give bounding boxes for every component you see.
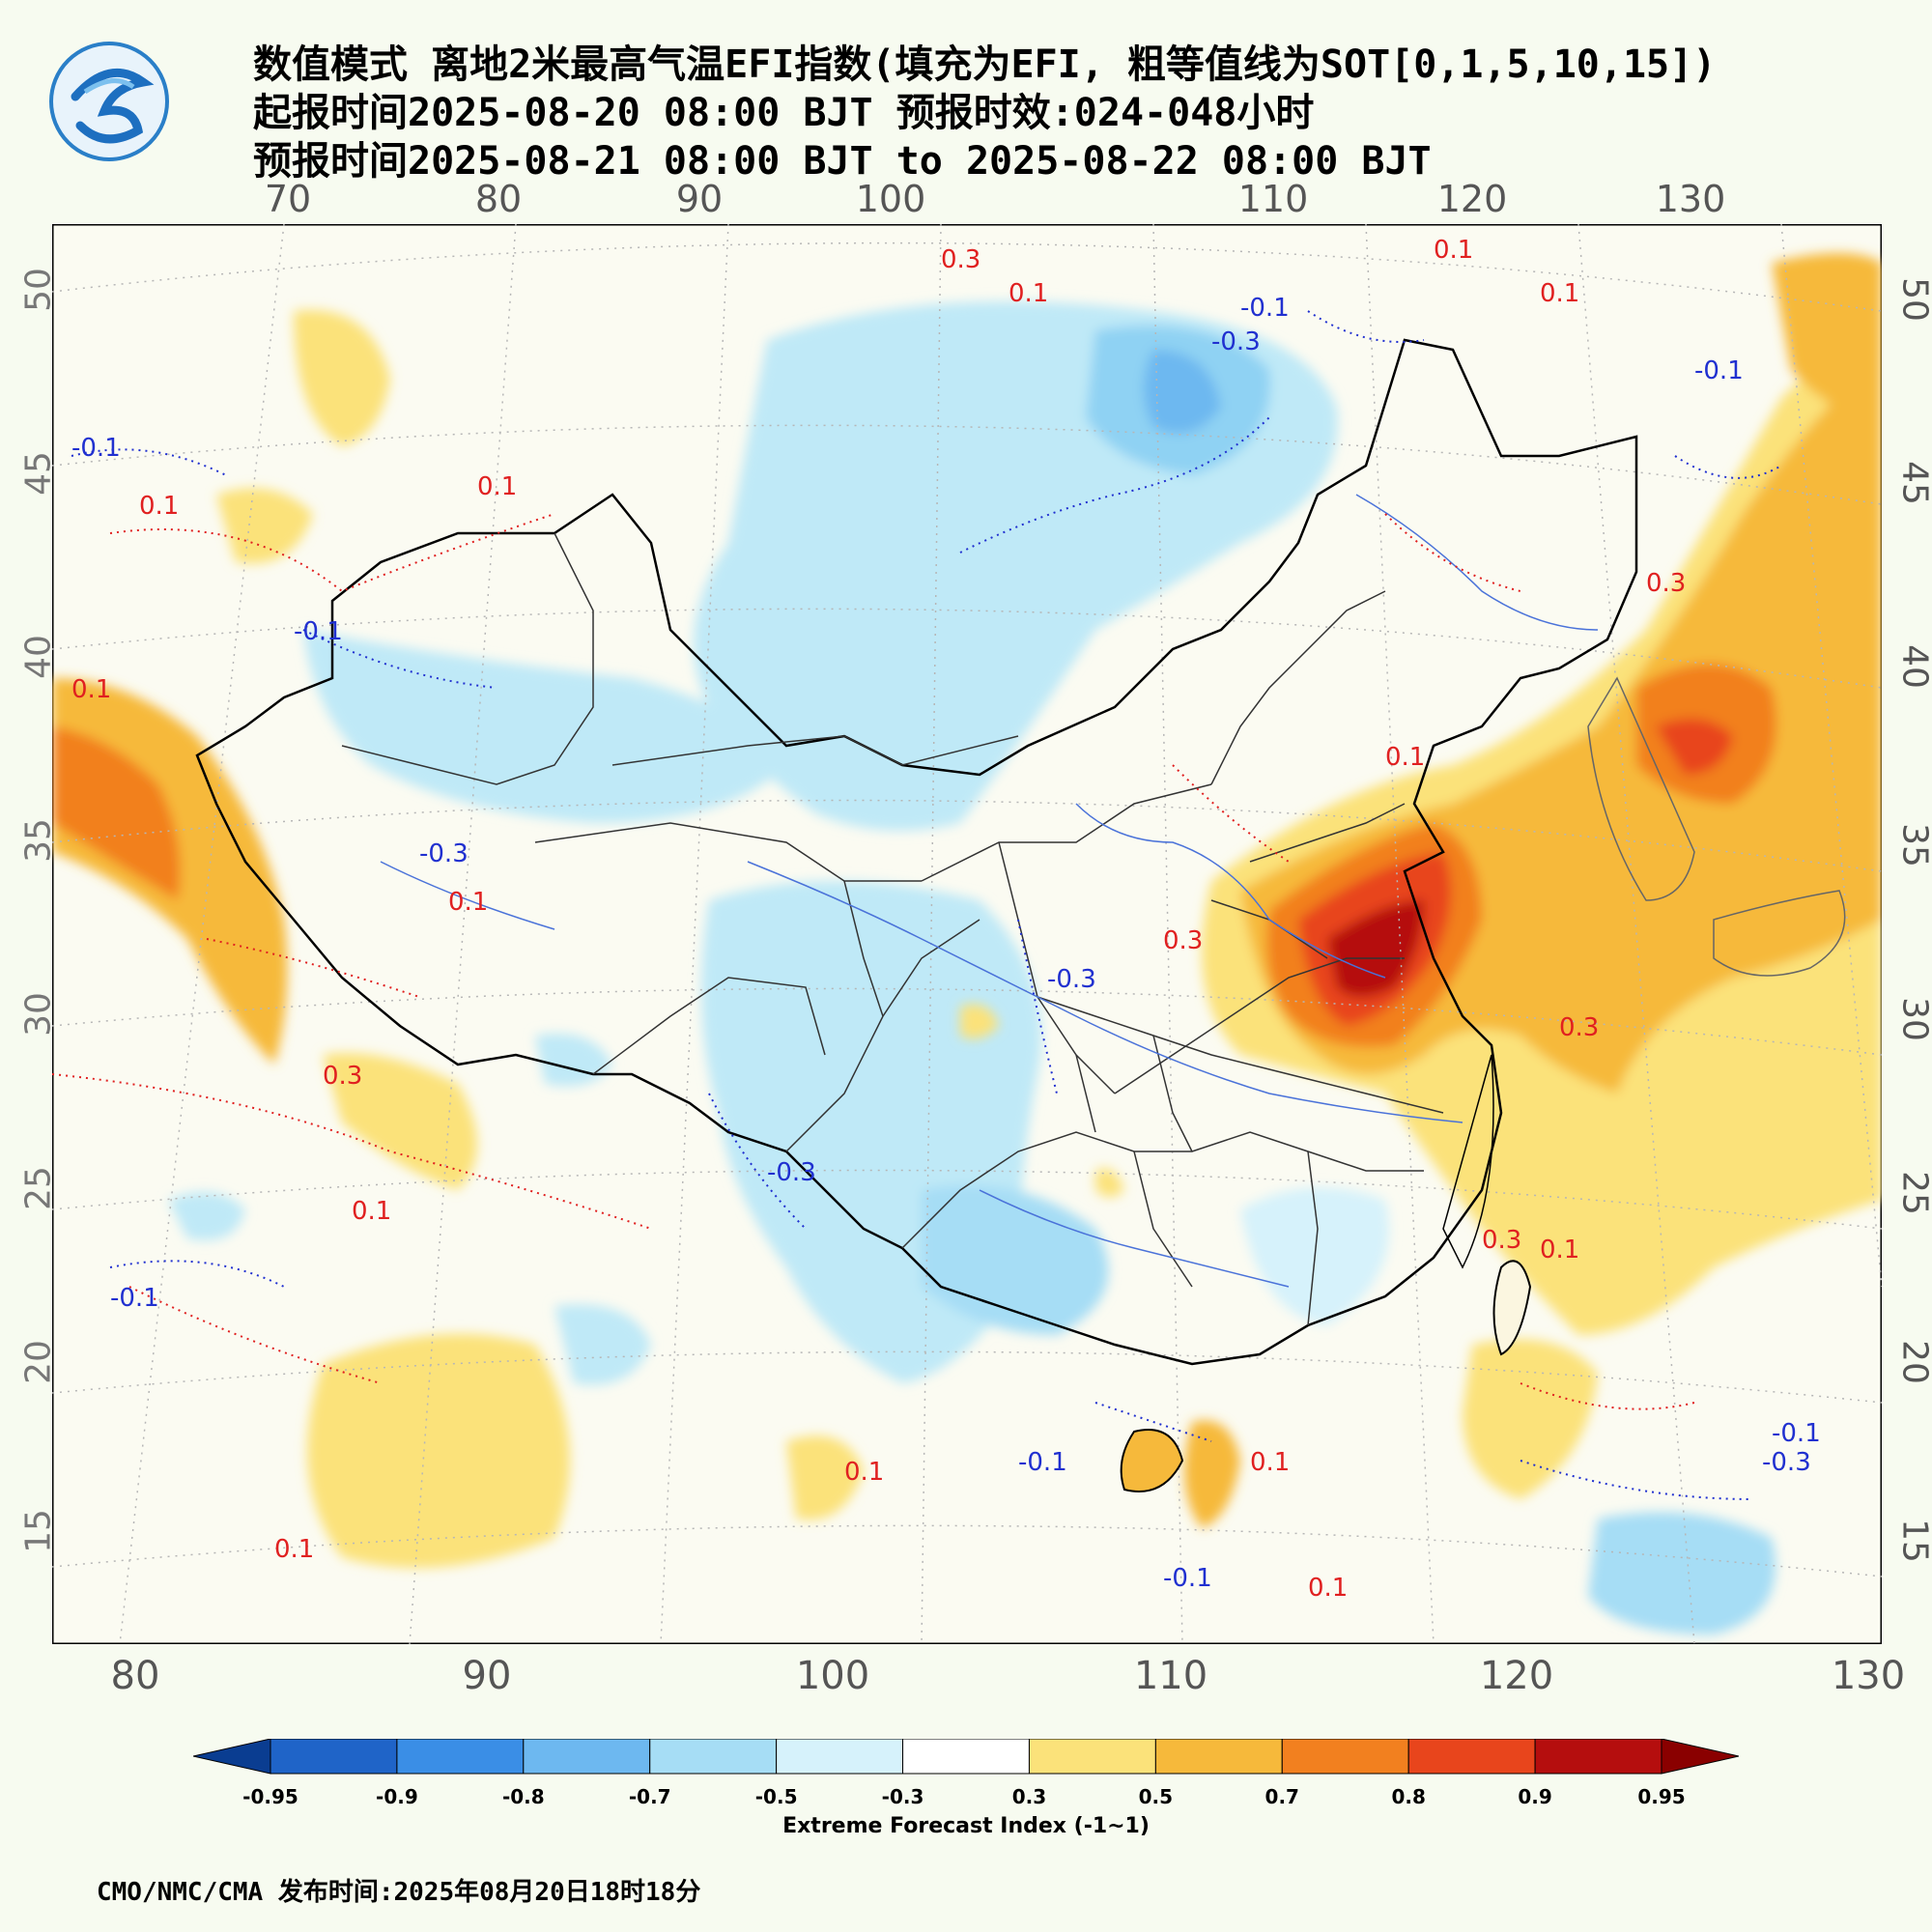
lon-top-label: 80 <box>474 178 523 220</box>
graticule <box>52 224 1882 1644</box>
positive-efi-areas <box>52 253 1882 1569</box>
lon-top-label: 130 <box>1655 178 1726 220</box>
colorbar-swatch <box>270 1739 398 1775</box>
lon-bottom-label: 110 <box>1133 1654 1208 1698</box>
contour-label: -0.3 <box>1211 327 1261 356</box>
colorbar-title: Extreme Forecast Index (-1~1) <box>782 1814 1150 1838</box>
colorbar-tick-label: -0.7 <box>628 1785 671 1808</box>
contour-label: 0.1 <box>1540 1236 1579 1264</box>
contour-label: -0.3 <box>1762 1448 1811 1477</box>
colorbar-tick-label: 0.7 <box>1264 1785 1299 1808</box>
colorbar-tick-label: 0.95 <box>1637 1785 1686 1808</box>
colorbar-swatch <box>1154 1739 1283 1775</box>
cma-logo-icon <box>49 42 169 161</box>
lat-right-label: 30 <box>1894 997 1932 1041</box>
colorbar-swatch <box>776 1739 904 1775</box>
colorbar-tick-label: -0.95 <box>242 1785 298 1808</box>
lat-right-label: 45 <box>1894 461 1932 505</box>
contour-label: 0.3 <box>1482 1226 1521 1255</box>
colorbar-tick-label: -0.3 <box>881 1785 924 1808</box>
lon-top-label: 70 <box>264 178 312 220</box>
lat-right-label: 25 <box>1894 1171 1932 1215</box>
contour-label: 0.3 <box>1163 926 1203 955</box>
contour-label: -0.3 <box>419 839 469 868</box>
lat-right-label: 40 <box>1894 644 1932 689</box>
colorbar-tick-label: 0.9 <box>1518 1785 1552 1808</box>
colorbar-tick-label: 0.5 <box>1138 1785 1174 1808</box>
colorbar <box>193 1739 1739 1775</box>
contour-label: -0.1 <box>1018 1448 1067 1477</box>
contour-label: 0.3 <box>941 245 980 274</box>
contour-label: -0.1 <box>1694 356 1744 385</box>
colorbar-tick-label: -0.8 <box>501 1785 545 1808</box>
lon-bottom-label: 130 <box>1831 1654 1906 1698</box>
lon-bottom-label: 90 <box>462 1654 512 1698</box>
contour-label: -0.3 <box>767 1158 816 1187</box>
contour-label: -0.1 <box>71 434 121 463</box>
publish-info: CMO/NMC/CMA 发布时间:2025年08月20日18时18分 <box>97 1878 701 1907</box>
lon-bottom-label: 120 <box>1479 1654 1554 1698</box>
contour-label: 0.1 <box>139 492 179 521</box>
efi-negative-contours <box>71 310 1782 1500</box>
contour-label: 0.1 <box>1308 1574 1348 1603</box>
colorbar-tick-label: 0.3 <box>1011 1785 1047 1808</box>
contour-label: 0.1 <box>844 1458 884 1487</box>
contour-label: 0.3 <box>1559 1013 1599 1042</box>
colorbar-left-arrow <box>193 1739 271 1775</box>
colorbar-swatch <box>1534 1739 1662 1775</box>
contour-label: -0.1 <box>1772 1419 1821 1448</box>
lon-top-label: 90 <box>675 178 724 220</box>
contour-label: 0.1 <box>448 888 488 917</box>
country-border <box>195 338 1638 1366</box>
valid-time-text: 预报时间2025-08-21 08:00 BJT to 2025-08-22 0… <box>253 139 1432 184</box>
contour-label: 0.1 <box>352 1197 391 1226</box>
colorbar-tick-label: 0.8 <box>1391 1785 1426 1808</box>
japan-outline <box>1713 890 1846 977</box>
contour-label: 0.1 <box>71 675 111 704</box>
contour-label: -0.3 <box>1047 965 1096 994</box>
lon-top-label: 120 <box>1436 178 1508 220</box>
colorbar-tick-label: -0.5 <box>754 1785 798 1808</box>
map-title: 数值模式 离地2米最高气温EFI指数(填充为EFI, 粗等值线为SOT[0,1,… <box>253 43 1717 87</box>
lon-top-label: 110 <box>1237 178 1309 220</box>
colorbar-swatch <box>1281 1739 1409 1775</box>
colorbar-swatch <box>1028 1739 1156 1775</box>
contour-label: 0.1 <box>477 472 517 501</box>
contour-label: 0.1 <box>1385 743 1425 772</box>
contour-label: 0.3 <box>1646 569 1686 598</box>
contour-label: -0.1 <box>1163 1564 1212 1593</box>
sot-positive-contours <box>52 513 1695 1410</box>
contour-label: 0.1 <box>1250 1448 1290 1477</box>
colorbar-swatch <box>902 1739 1030 1775</box>
colorbar-swatch <box>396 1739 525 1775</box>
colorbar-swatch <box>1407 1739 1536 1775</box>
colorbar-swatch <box>523 1739 651 1775</box>
lat-right-label: 20 <box>1894 1340 1932 1384</box>
contour-label: 0.1 <box>1540 279 1579 308</box>
colorbar-tick-label: -0.9 <box>376 1785 418 1808</box>
contour-labels: 0.3 0.1 0.1 0.1 -0.3 -0.1 -0.1 0.1 0.1 -… <box>71 236 1821 1603</box>
lon-bottom-label: 100 <box>795 1654 870 1698</box>
init-time-text: 起报时间2025-08-20 08:00 BJT 预报时效:024-048小时 <box>253 91 1315 135</box>
lat-right-label: 50 <box>1894 277 1932 322</box>
contour-label: -0.1 <box>1240 294 1290 323</box>
korea-outline <box>1587 676 1695 901</box>
contour-label: 0.1 <box>274 1535 314 1564</box>
efi-map: 0.3 0.1 0.1 0.1 -0.3 -0.1 -0.1 0.1 0.1 -… <box>52 224 1882 1644</box>
taiwan-island <box>1492 1260 1532 1356</box>
contour-label: 0.1 <box>1009 279 1048 308</box>
lat-right-label: 15 <box>1894 1519 1932 1563</box>
colorbar-right-arrow <box>1661 1739 1739 1775</box>
hainan-island <box>1120 1429 1184 1492</box>
contour-label: 0.1 <box>1434 236 1473 265</box>
contour-label: -0.1 <box>294 617 343 646</box>
colorbar-swatch <box>649 1739 778 1775</box>
contour-label: -0.1 <box>110 1284 159 1313</box>
lat-right-label: 35 <box>1894 823 1932 867</box>
contour-label: 0.3 <box>323 1062 362 1091</box>
rivers <box>380 494 1599 1288</box>
lon-bottom-label: 80 <box>110 1654 160 1698</box>
lon-top-label: 100 <box>855 178 926 220</box>
